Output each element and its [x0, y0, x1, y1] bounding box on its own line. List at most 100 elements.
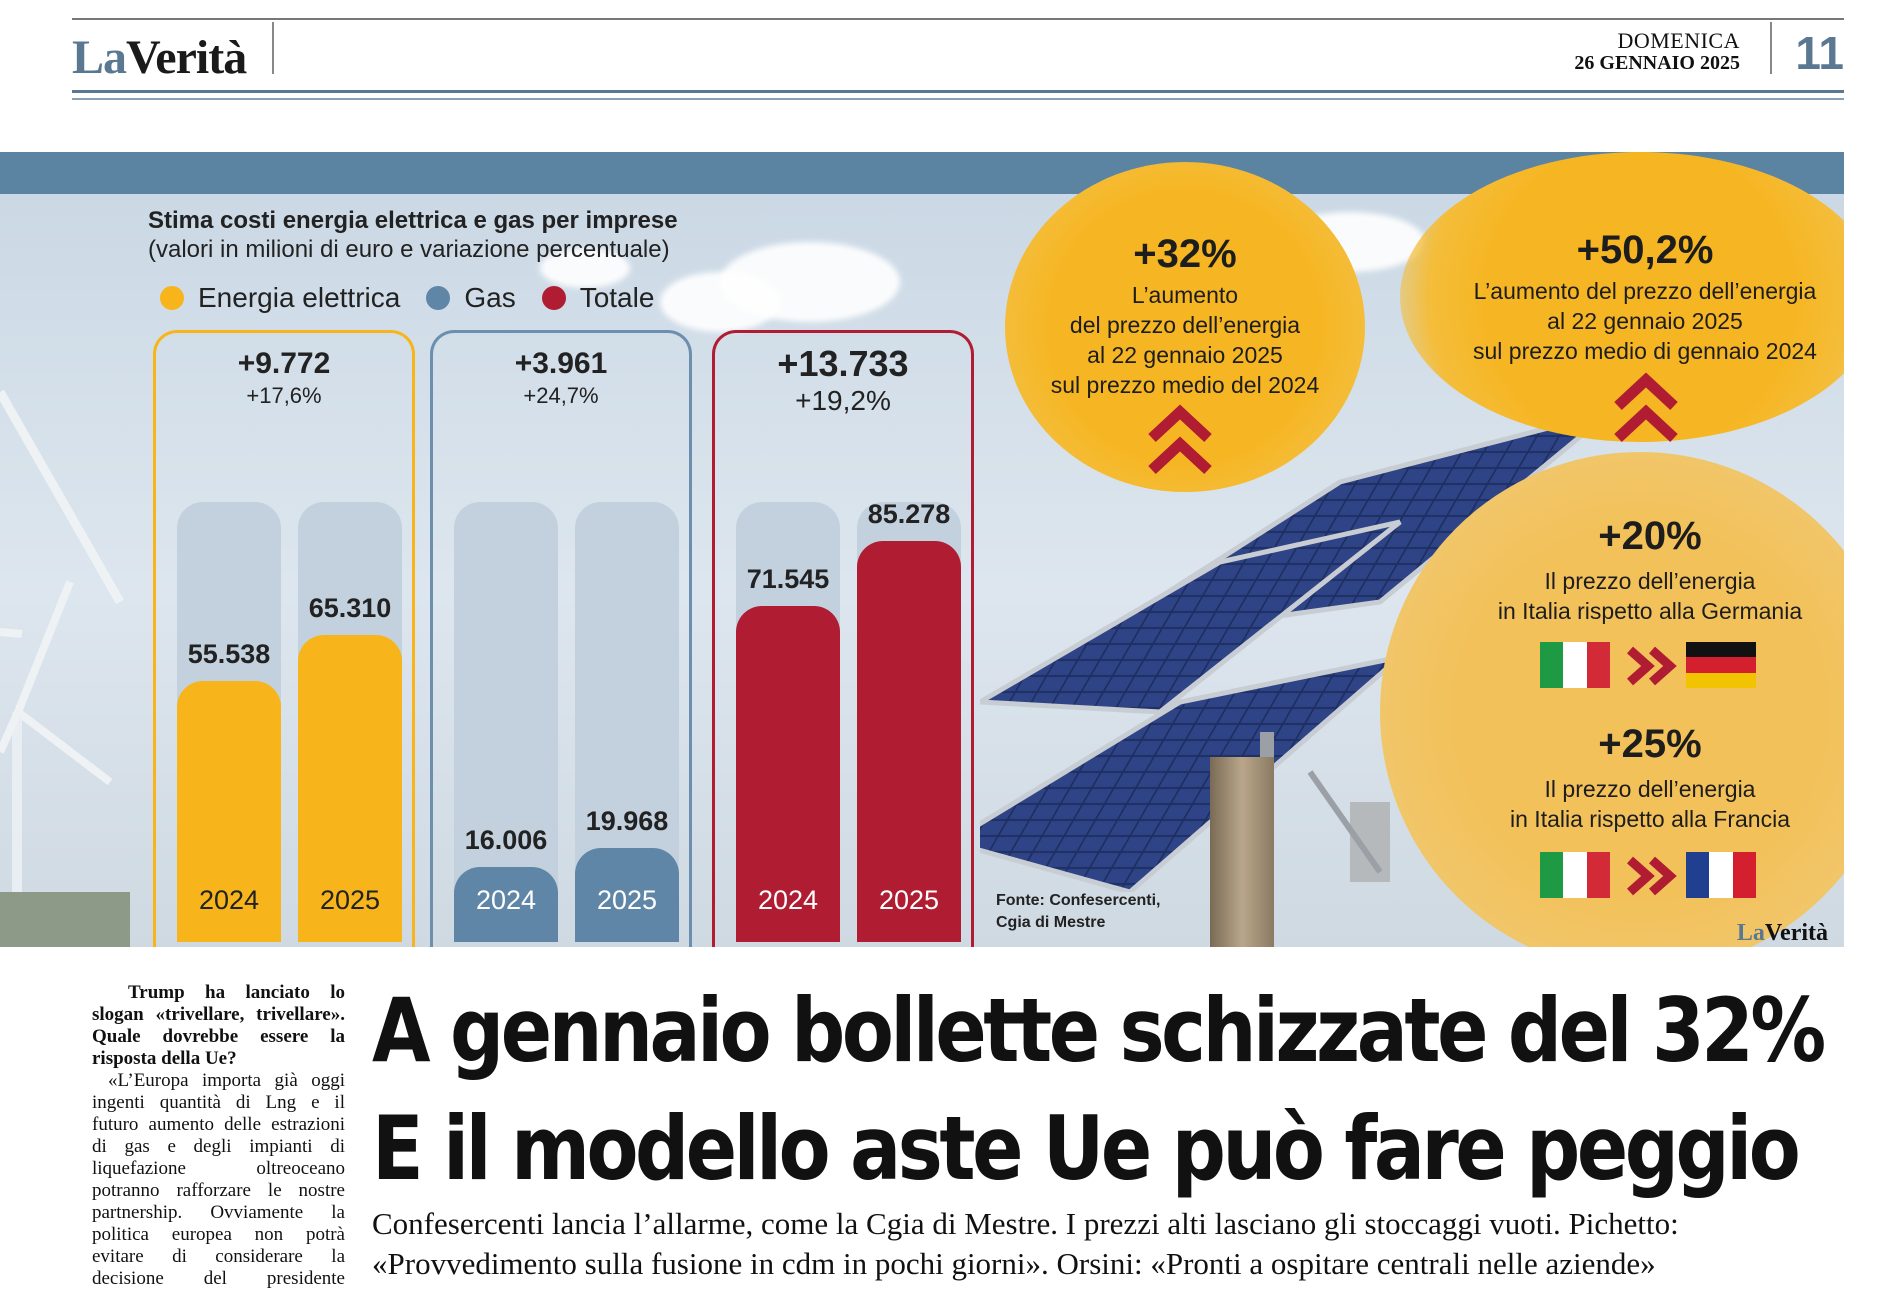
masthead-bottom-rule-thin: [72, 98, 1844, 100]
legend-swatch: [426, 286, 451, 310]
italy-flag-icon: [1540, 852, 1610, 898]
callout-value: +50,2%: [1576, 228, 1714, 272]
issue-full-date: 26 GENNAIO 2025: [1574, 52, 1740, 74]
bar-value-label: 71.545: [746, 564, 830, 594]
bar-year-label: 2024: [475, 885, 537, 915]
double-chevron-right-icon: [1627, 646, 1677, 686]
callout-line: sul prezzo medio di gennaio 2024: [1473, 338, 1817, 364]
interview-answer: «L’Europa importa già oggi ingenti quant…: [92, 1070, 345, 1289]
callout-line: del prezzo dell’energia: [1069, 312, 1301, 338]
interview-question: Trump ha lanciato lo slogan «trivellare,…: [92, 982, 345, 1069]
legend-label: Energia elettrica: [198, 282, 401, 313]
solar-panel-illustration: [980, 409, 1612, 892]
chart-bar: [177, 681, 281, 942]
bar-year-label: 2024: [198, 885, 260, 915]
germany-flag-icon: [1686, 642, 1756, 688]
chart-bar: [575, 848, 679, 942]
callout-description: L’aumento del prezzo dell’energia al 22 …: [1440, 276, 1844, 366]
source-line: Cgia di Mestre: [996, 914, 1106, 931]
bar-value-label: 16.006: [464, 825, 548, 855]
callout-value: +32%: [1133, 232, 1237, 276]
panel-delta: +3.961: [514, 347, 608, 380]
bar-year-label: 2025: [319, 885, 381, 915]
callout-line: in Italia rispetto alla Francia: [1510, 806, 1790, 832]
panel-percent: +24,7%: [523, 383, 599, 408]
chart-bar: [298, 635, 402, 942]
chart-source: Fonte: Confesercenti, Cgia di Mestre: [996, 890, 1160, 934]
masthead-top-rule: [72, 18, 1844, 20]
panel-delta: +9.772: [237, 347, 331, 380]
callout-line: al 22 gennaio 2025: [1547, 308, 1743, 334]
legend-item-totale: Totale: [541, 282, 655, 314]
bar-track: 2024: [177, 502, 281, 942]
bar-track: 2024: [736, 502, 840, 942]
subheadline-deck: Confesercenti lancia l’allarme, come la …: [372, 1206, 1679, 1281]
callout-value: +20%: [1598, 514, 1702, 558]
callout-line: sul prezzo medio del 2024: [1050, 372, 1320, 398]
interview-column: Trump ha lanciato lo slogan «trivellare,…: [92, 982, 345, 1290]
logo-verita: Verità: [126, 31, 247, 84]
legend-swatch: [160, 286, 184, 310]
cloud-illustration: [660, 272, 780, 332]
callout-line: Il prezzo dell’energia: [1544, 568, 1756, 594]
chart-panel: +3.961 +24,7%: [430, 330, 692, 947]
logo-la: La: [72, 31, 127, 84]
headline-line: E il modello aste Ue può fare peggio: [372, 1097, 1801, 1200]
headline-line: A gennaio bollette schizzate del 32%: [372, 979, 1826, 1082]
callout-line: Il prezzo dell’energia: [1544, 776, 1756, 802]
energy-cost-infographic: Stima costi energia elettrica e gas per …: [0, 152, 1844, 947]
callout-line: L’aumento del prezzo dell’energia: [1473, 278, 1817, 304]
solar-pole-illustration: [1210, 757, 1274, 947]
bar-track: 2025: [857, 502, 961, 942]
cloud-illustration: [540, 248, 630, 288]
legend-swatch: [541, 286, 566, 310]
chart-panel: +13.733 +19,2%: [712, 330, 974, 947]
panel-percent: +17,6%: [246, 383, 322, 408]
bar-year-label: 2025: [878, 885, 940, 915]
callout-blob: [1005, 162, 1365, 492]
watermark-la: La: [1736, 920, 1765, 946]
chart-title: Stima costi energia elettrica e gas per …: [148, 207, 678, 234]
callout-line: in Italia rispetto alla Germania: [1497, 598, 1803, 624]
bar-value-label: 65.310: [308, 593, 392, 623]
callout-blob: [1400, 152, 1844, 442]
double-chevron-up-icon: [1148, 404, 1212, 475]
callout-description: Il prezzo dell’energia in Italia rispett…: [1430, 566, 1844, 626]
callout-description: Il prezzo dell’energia in Italia rispett…: [1430, 774, 1844, 834]
double-chevron-right-icon: [1627, 856, 1677, 896]
masthead-separator: [272, 22, 274, 74]
bar-year-label: 2024: [757, 885, 819, 915]
headline: A gennaio bollette schizzate del 32% E i…: [372, 972, 1826, 1208]
masthead: LaVerità DOMENICA 26 GENNAIO 2025 11: [72, 18, 1844, 110]
watermark-verita: Verità: [1764, 920, 1828, 946]
chart-bar: [857, 541, 961, 942]
legend-label: Gas: [464, 282, 516, 313]
callout-line: L’aumento: [1131, 282, 1239, 308]
callout-line: al 22 gennaio 2025: [1087, 342, 1283, 368]
double-chevron-up-icon: [1614, 372, 1678, 443]
issue-weekday: DOMENICA: [1617, 28, 1740, 53]
source-line: Fonte: Confesercenti,: [996, 892, 1161, 909]
bar-track: 2024: [454, 502, 558, 942]
callout-blob: [1380, 452, 1844, 947]
france-flag-icon: [1686, 852, 1756, 898]
callout-description: L’aumento del prezzo dell’energia al 22 …: [1010, 280, 1360, 400]
panel-percent: +19,2%: [795, 385, 891, 416]
wind-turbine-illustration: [0, 389, 130, 947]
bar-track: 2025: [298, 502, 402, 942]
chart-bar: [736, 606, 840, 942]
bar-value-label: 19.968: [585, 806, 669, 836]
page-number: 11: [1795, 27, 1844, 79]
legend-item-energia: Energia elettrica: [160, 282, 400, 314]
legend-item-gas: Gas: [426, 282, 516, 314]
bar-year-label: 2025: [596, 885, 658, 915]
graphic-watermark-logo: LaVerità: [1737, 920, 1828, 947]
newspaper-logo[interactable]: LaVerità: [72, 30, 247, 85]
bar-track: 2025: [575, 502, 679, 942]
legend-label: Totale: [579, 282, 655, 313]
chart-bar: [454, 867, 558, 942]
masthead-bottom-rule: [72, 90, 1844, 93]
panel-delta: +13.733: [777, 343, 909, 384]
chart-panel: +9.772 +17,6%: [153, 330, 415, 947]
bar-value-label: 55.538: [187, 639, 271, 669]
